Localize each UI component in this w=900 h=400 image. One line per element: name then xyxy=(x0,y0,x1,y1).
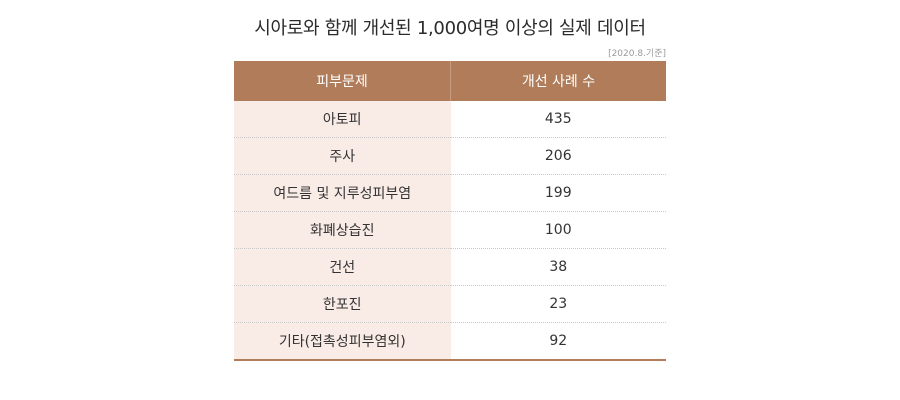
skin-problem-cell: 한포진 xyxy=(234,285,451,323)
table-row: 여드름 및 지루성피부염 199 xyxy=(234,174,666,212)
case-count-cell: 38 xyxy=(450,248,666,286)
skin-problem-cell: 주사 xyxy=(234,137,451,175)
table-row: 주사 206 xyxy=(234,137,666,175)
table-row: 화폐상습진 100 xyxy=(234,211,666,249)
table-row: 한포진 23 xyxy=(234,285,666,323)
case-count-cell: 206 xyxy=(450,137,666,175)
date-note: [2020.8.기준] xyxy=(608,49,666,59)
skin-problem-cell: 화폐상습진 xyxy=(234,211,451,249)
skin-problem-cell: 아토피 xyxy=(234,101,451,138)
skin-problem-cell: 기타(접촉성피부염외) xyxy=(234,322,451,361)
skin-problem-cell: 건선 xyxy=(234,248,451,286)
case-count-cell: 100 xyxy=(450,211,666,249)
case-count-cell: 92 xyxy=(450,322,666,361)
case-count-cell: 199 xyxy=(450,174,666,212)
header-skin-problem: 피부문제 xyxy=(234,61,451,101)
page-title: 시아로와 함께 개선된 1,000여명 이상의 실제 데이터 xyxy=(254,18,646,39)
table-row: 아토피 435 xyxy=(234,101,666,138)
header-case-count: 개선 사례 수 xyxy=(450,61,666,101)
case-count-cell: 435 xyxy=(450,101,666,138)
improvement-cases-table: 피부문제 개선 사례 수 아토피 435 주사 206 여드름 및 지루성피부염… xyxy=(234,61,666,361)
skin-problem-cell: 여드름 및 지루성피부염 xyxy=(234,174,451,212)
table-header-row: 피부문제 개선 사례 수 xyxy=(234,61,666,101)
table-row: 건선 38 xyxy=(234,248,666,286)
table-row: 기타(접촉성피부염외) 92 xyxy=(234,322,666,361)
case-count-cell: 23 xyxy=(450,285,666,323)
